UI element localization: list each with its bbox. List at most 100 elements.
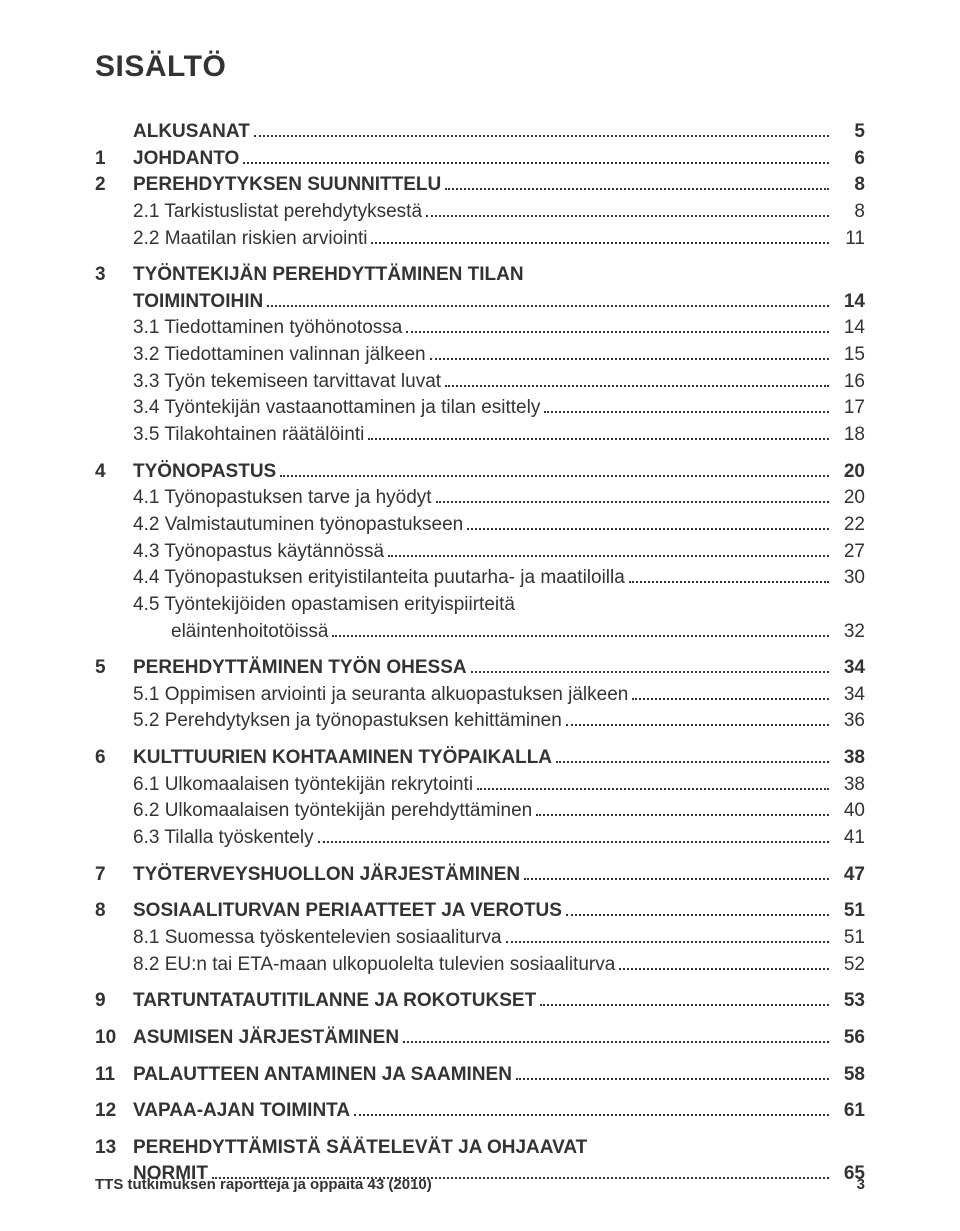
toc-entry-number: 2: [95, 172, 133, 198]
toc-entry-page: 27: [833, 539, 865, 565]
toc-leader-dots: [430, 358, 829, 360]
toc-leader-dots: [566, 914, 829, 916]
toc-entry-label: 3.4 Työntekijän vastaanottaminen ja tila…: [133, 395, 540, 421]
toc-sub-entry: 3.3 Työn tekemiseen tarvittavat luvat16: [95, 369, 865, 395]
toc-entry-label: 3.3 Työn tekemiseen tarvittavat luvat: [133, 369, 441, 395]
toc-sub-entry: 3.2 Tiedottaminen valinnan jälkeen15: [95, 342, 865, 368]
toc-entry-page: 11: [833, 226, 865, 252]
toc-leader-dots: [267, 305, 829, 307]
toc-entry-label: 2.1 Tarkistuslistat perehdytyksestä: [133, 199, 422, 225]
toc-gap: [95, 852, 865, 862]
toc-sub-entry: 4.4 Työnopastuksen erityistilanteita puu…: [95, 565, 865, 591]
toc-main-entry-continuation: TOIMINTOIHIN14: [95, 289, 865, 315]
toc-leader-dots: [388, 555, 829, 557]
toc-main-entry: ALKUSANAT5: [95, 119, 865, 145]
toc-entry-number: 1: [95, 146, 133, 172]
toc-entry-page: 53: [833, 988, 865, 1014]
toc-leader-dots: [332, 635, 829, 637]
toc-entry-number: 7: [95, 862, 133, 888]
toc-leader-dots: [566, 724, 829, 726]
toc-leader-dots: [318, 841, 829, 843]
toc-entry-page: 52: [833, 952, 865, 978]
toc-entry-label: 3.1 Tiedottaminen työhönotossa: [133, 315, 402, 341]
toc-main-entry: 5PEREHDYTTÄMINEN TYÖN OHESSA 34: [95, 655, 865, 681]
toc-leader-dots: [632, 698, 829, 700]
toc-entry-page: 41: [833, 825, 865, 851]
toc-entry-page: 32: [833, 619, 865, 645]
toc-sub-entry: 8.1 Suomessa työskentelevien sosiaalitur…: [95, 925, 865, 951]
toc-entry-page: 47: [833, 862, 865, 888]
toc-entry-page: 20: [833, 485, 865, 511]
toc-gap: [95, 1125, 865, 1135]
toc-entry-number: 9: [95, 988, 133, 1014]
toc-sub-entry: 4.5 Työntekijöiden opastamisen erityispi…: [95, 592, 865, 618]
toc-main-entry: 11PALAUTTEEN ANTAMINEN JA SAAMINEN58: [95, 1062, 865, 1088]
toc-entry-number: 12: [95, 1098, 133, 1124]
toc-entry-label: 4.1 Työnopastuksen tarve ja hyödyt: [133, 485, 432, 511]
toc-entry-label: eläintenhoitotöissä: [171, 619, 328, 645]
toc-entry-label: 4.4 Työnopastuksen erityistilanteita puu…: [133, 565, 625, 591]
toc-leader-dots: [629, 581, 829, 583]
toc-entry-label: 3.5 Tilakohtainen räätälöinti: [133, 422, 364, 448]
toc-entry-page: 15: [833, 342, 865, 368]
toc-entry-page: 58: [833, 1062, 865, 1088]
footer-page-number: 3: [857, 1176, 865, 1193]
toc-leader-dots: [371, 242, 829, 244]
toc-sub-entry: 4.2 Valmistautuminen työnopastukseen22: [95, 512, 865, 538]
toc-entry-page: 61: [833, 1098, 865, 1124]
toc-entry-label: 2.2 Maatilan riskien arviointi: [133, 226, 367, 252]
toc-sub-entry: 4.1 Työnopastuksen tarve ja hyödyt 20: [95, 485, 865, 511]
toc-leader-dots: [619, 968, 829, 970]
toc-sub-entry: 2.1 Tarkistuslistat perehdytyksestä 8: [95, 199, 865, 225]
toc-entry-number: 5: [95, 655, 133, 681]
toc-leader-dots: [540, 1004, 829, 1006]
toc-sub-entry-continuation: eläintenhoitotöissä 32: [95, 619, 865, 645]
toc-entry-number: 3: [95, 262, 133, 288]
toc-gap: [95, 978, 865, 988]
toc-main-entry: 7TYÖTERVEYSHUOLLON JÄRJESTÄMINEN47: [95, 862, 865, 888]
toc-leader-dots: [445, 188, 829, 190]
toc-sub-entry: 5.1 Oppimisen arviointi ja seuranta alku…: [95, 682, 865, 708]
toc-main-entry: 6KULTTUURIEN KOHTAAMINEN TYÖPAIKALLA38: [95, 745, 865, 771]
toc-entry-label: PEREHDYTTÄMINEN TYÖN OHESSA: [133, 655, 467, 681]
toc-main-entry: 1JOHDANTO6: [95, 146, 865, 172]
toc-main-entry: 8SOSIAALITURVAN PERIAATTEET JA VEROTUS51: [95, 898, 865, 924]
toc-sub-entry: 3.1 Tiedottaminen työhönotossa14: [95, 315, 865, 341]
toc-entry-page: 22: [833, 512, 865, 538]
toc-entry-page: 40: [833, 798, 865, 824]
page-title: SISÄLTÖ: [95, 50, 865, 84]
toc-entry-label: 4.5 Työntekijöiden opastamisen erityispi…: [133, 592, 515, 618]
toc-leader-dots: [471, 671, 829, 673]
toc-sub-entry: 3.4 Työntekijän vastaanottaminen ja tila…: [95, 395, 865, 421]
toc-gap: [95, 1088, 865, 1098]
toc-entry-label: TOIMINTOIHIN: [133, 289, 263, 315]
toc-entry-page: 56: [833, 1025, 865, 1051]
toc-entry-page: 34: [833, 682, 865, 708]
toc-entry-page: 30: [833, 565, 865, 591]
toc-entry-number: 4: [95, 459, 133, 485]
toc-entry-label: TARTUNTATAUTITILANNE JA ROKOTUKSET: [133, 988, 536, 1014]
toc-leader-dots: [426, 215, 829, 217]
toc-leader-dots: [406, 331, 829, 333]
toc-leader-dots: [506, 941, 829, 943]
toc-entry-page: 8: [833, 199, 865, 225]
toc-leader-dots: [544, 411, 829, 413]
toc-entry-page: 17: [833, 395, 865, 421]
toc-gap: [95, 645, 865, 655]
toc-sub-entry: 2.2 Maatilan riskien arviointi 11: [95, 226, 865, 252]
toc-sub-entry: 3.5 Tilakohtainen räätälöinti 18: [95, 422, 865, 448]
page-footer: TTS tutkimuksen raportteja ja oppaita 43…: [95, 1176, 865, 1193]
toc-entry-page: 18: [833, 422, 865, 448]
toc-leader-dots: [354, 1114, 829, 1116]
toc-main-entry: 2PEREHDYTYKSEN SUUNNITTELU8: [95, 172, 865, 198]
toc-sub-entry: 4.3 Työnopastus käytännössä 27: [95, 539, 865, 565]
toc-sub-entry: 6.3 Tilalla työskentely41: [95, 825, 865, 851]
toc-main-entry: 9TARTUNTATAUTITILANNE JA ROKOTUKSET 53: [95, 988, 865, 1014]
toc-gap: [95, 1052, 865, 1062]
toc-entry-page: 51: [833, 925, 865, 951]
toc-entry-page: 34: [833, 655, 865, 681]
toc-entry-label: 4.3 Työnopastus käytännössä: [133, 539, 384, 565]
toc-entry-label: PEREHDYTYKSEN SUUNNITTELU: [133, 172, 441, 198]
toc-entry-page: 5: [833, 119, 865, 145]
toc-main-entry: 13PEREHDYTTÄMISTÄ SÄÄTELEVÄT JA OHJAAVAT: [95, 1135, 865, 1161]
